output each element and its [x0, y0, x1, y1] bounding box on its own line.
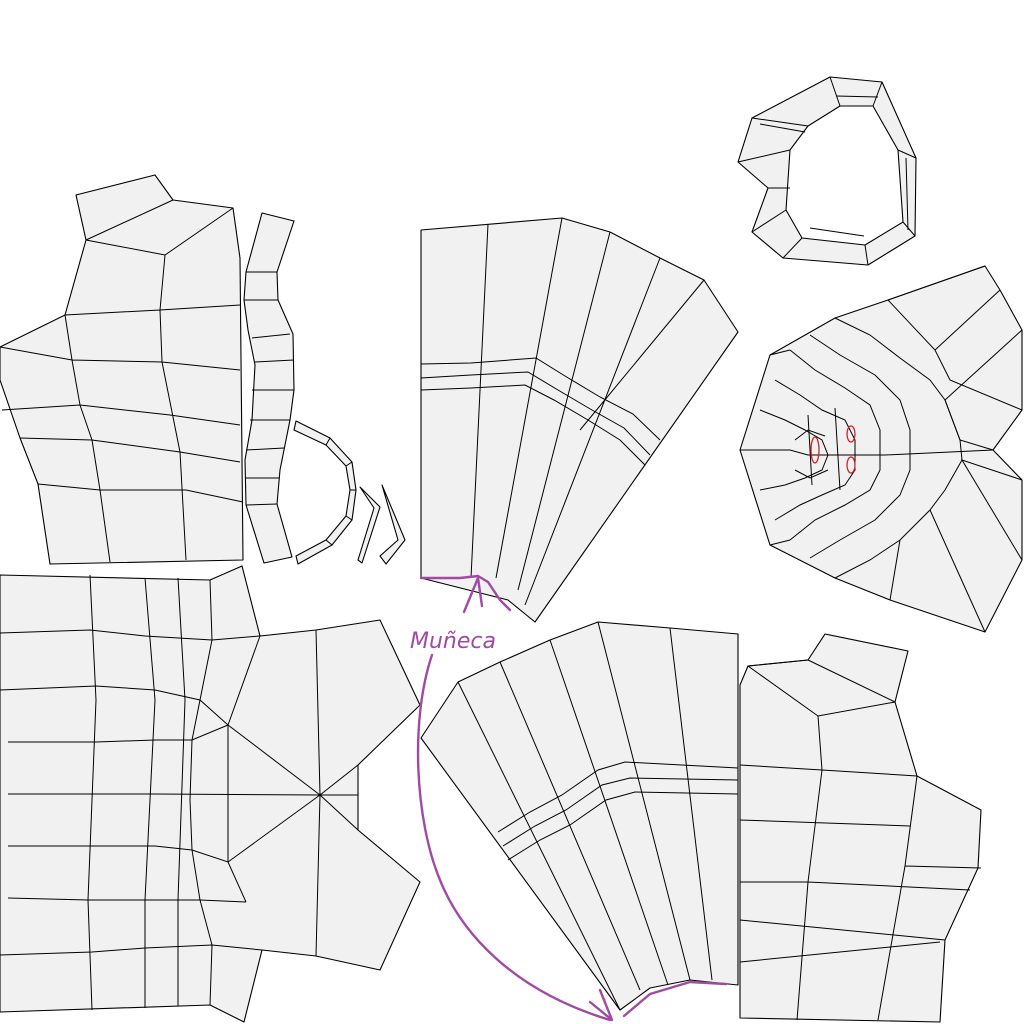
seam-mark-left [810, 436, 820, 464]
arrow-up-head [462, 576, 484, 614]
island-neck-ring [737, 76, 917, 266]
island-front-torso [0, 174, 244, 565]
seam-mark-top [846, 425, 856, 443]
wrist-seam-top [419, 574, 512, 612]
wrist-seam-bottom [622, 980, 728, 1018]
island-arm-curve [293, 420, 406, 565]
island-side-strip [243, 212, 295, 564]
island-back-torso [0, 565, 421, 1023]
island-back-panel [739, 633, 982, 1023]
connection-curve [416, 653, 612, 1022]
island-hood-head [739, 265, 1023, 633]
arrow-down-head [588, 988, 614, 1022]
island-lower-sleeve [420, 621, 739, 1011]
handwritten-annotation: Muñeca [410, 574, 728, 1022]
island-upper-sleeve [420, 217, 739, 623]
annotation-text: Muñeca [410, 629, 496, 654]
seam-mark-bottom [846, 456, 856, 474]
